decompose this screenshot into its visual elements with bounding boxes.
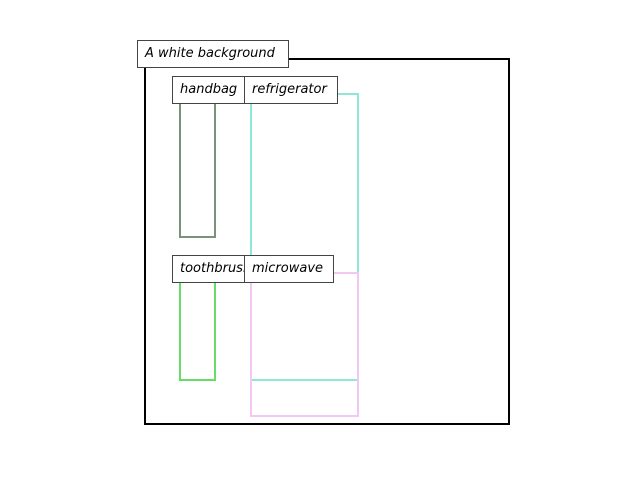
microwave-bounding-box	[250, 272, 359, 417]
handbag-bounding-box	[179, 94, 216, 238]
caption-label: A white background	[137, 40, 289, 68]
handbag-label: handbag	[172, 76, 248, 104]
refrigerator-label: refrigerator	[244, 76, 338, 104]
background-canvas-frame	[144, 58, 510, 425]
microwave-label: microwave	[244, 255, 334, 283]
toothbrush-bounding-box	[179, 272, 216, 381]
